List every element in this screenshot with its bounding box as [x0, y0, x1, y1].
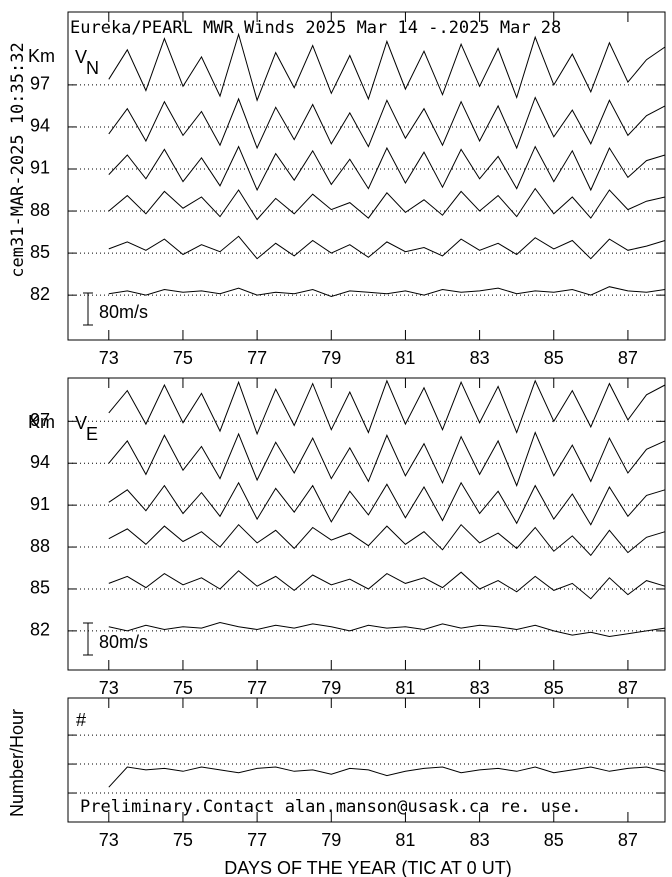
- panel-label: #: [76, 710, 86, 730]
- trace: [108, 481, 666, 526]
- trace: [108, 96, 666, 150]
- y-tick-label: 94: [30, 116, 50, 136]
- y-axis-label: Km: [28, 412, 55, 432]
- y-tick-label: 82: [30, 620, 50, 640]
- trace: [108, 523, 666, 557]
- x-tick-label: 75: [173, 830, 193, 850]
- y-tick-label: 85: [30, 578, 50, 598]
- trace: [108, 145, 666, 192]
- y-tick-label: 97: [30, 410, 50, 430]
- plot-frame: [67, 697, 666, 823]
- x-tick-label: 87: [618, 348, 638, 368]
- trace: [108, 286, 666, 298]
- trace: [108, 32, 666, 102]
- plot-frame: [67, 11, 666, 341]
- y-tick-label: 91: [30, 158, 50, 178]
- x-tick-label: 83: [470, 830, 490, 850]
- y-tick-label: 82: [30, 284, 50, 304]
- x-tick-label: 83: [470, 678, 490, 698]
- panel-label: V: [75, 47, 87, 67]
- x-tick-label: 81: [395, 678, 415, 698]
- panel-label: V: [75, 413, 87, 433]
- y-tick-label: 88: [30, 200, 50, 220]
- chart-title: Eureka/PEARL MWR Winds 2025 Mar 14 -.202…: [70, 18, 561, 38]
- x-tick-label: 85: [544, 830, 564, 850]
- x-tick-label: 81: [395, 830, 415, 850]
- x-tick-label: 79: [321, 348, 341, 368]
- panel-label-sub: N: [86, 58, 99, 78]
- x-tick-label: 73: [99, 830, 119, 850]
- x-tick-label: 73: [99, 678, 119, 698]
- trace: [108, 187, 666, 221]
- x-tick-label: 79: [321, 678, 341, 698]
- y-tick-label: 91: [30, 494, 50, 514]
- plot-frame: [67, 377, 666, 671]
- x-tick-label: 87: [618, 678, 638, 698]
- x-tick-label: 79: [321, 830, 341, 850]
- scale-label: 80m/s: [99, 302, 148, 322]
- x-tick-label: 85: [544, 348, 564, 368]
- trace: [108, 570, 666, 600]
- timestamp: cem31-MAR-2025 10:35:32: [8, 42, 28, 277]
- x-tick-label: 83: [470, 348, 490, 368]
- x-tick-label: 87: [618, 830, 638, 850]
- trace: [108, 431, 666, 488]
- trace: [108, 621, 666, 638]
- y-axis-label: Number/Hour: [7, 709, 27, 817]
- y-tick-label: 88: [30, 536, 50, 556]
- x-tick-label: 73: [99, 348, 119, 368]
- trace: [108, 766, 666, 788]
- y-tick-label: 85: [30, 242, 50, 262]
- y-tick-label: 94: [30, 452, 50, 472]
- x-tick-label: 75: [173, 348, 193, 368]
- trace: [108, 235, 666, 260]
- note: Preliminary.Contact alan.manson@usask.ca…: [80, 797, 582, 817]
- x-axis-label: DAYS OF THE YEAR (TIC AT 0 UT): [224, 858, 511, 877]
- x-tick-label: 77: [247, 348, 267, 368]
- x-tick-label: 75: [173, 678, 193, 698]
- panel-label-sub: E: [86, 424, 98, 444]
- x-tick-label: 85: [544, 678, 564, 698]
- x-tick-label: 77: [247, 830, 267, 850]
- y-tick-label: 97: [30, 74, 50, 94]
- y-axis-label: Km: [28, 46, 55, 66]
- x-tick-label: 77: [247, 678, 267, 698]
- scale-label: 80m/s: [99, 632, 148, 652]
- trace: [108, 379, 666, 436]
- x-tick-label: 81: [395, 348, 415, 368]
